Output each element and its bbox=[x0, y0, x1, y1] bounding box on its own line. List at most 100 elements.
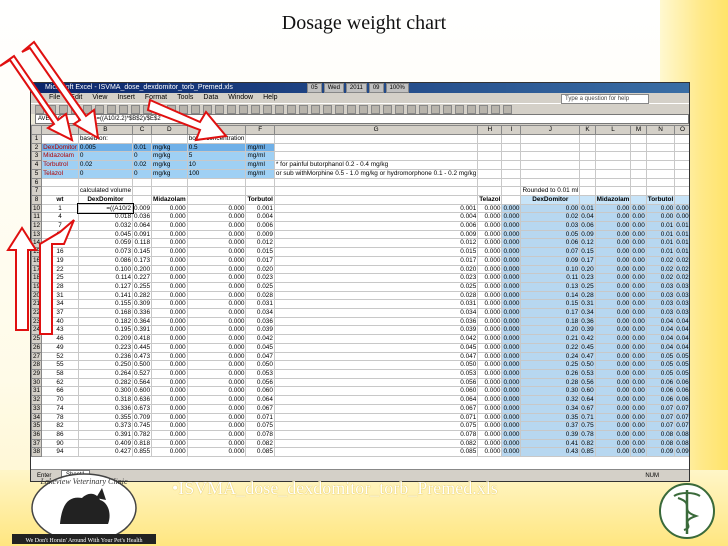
cell[interactable]: 0.000 bbox=[151, 334, 188, 344]
cell[interactable]: 0.000 bbox=[186, 238, 247, 249]
cell[interactable]: 0.818 bbox=[132, 438, 153, 449]
cell[interactable]: DexDomitor bbox=[77, 194, 134, 205]
cell[interactable]: Telazol bbox=[477, 194, 503, 205]
cell[interactable]: 0.000 bbox=[186, 342, 247, 353]
cell[interactable]: 0.000 bbox=[501, 429, 522, 440]
cell[interactable]: mg/ml bbox=[245, 142, 275, 153]
cell[interactable]: 0.03 bbox=[674, 308, 689, 318]
cell[interactable]: 0.118 bbox=[132, 238, 153, 249]
cell[interactable]: 0.473 bbox=[132, 351, 153, 362]
cell[interactable]: 0.000 bbox=[477, 299, 503, 310]
cell[interactable]: 0.00 bbox=[594, 316, 632, 327]
cell[interactable]: 28 bbox=[41, 281, 79, 292]
cell[interactable] bbox=[645, 177, 676, 188]
cell[interactable]: 0.07 bbox=[674, 421, 689, 431]
cell[interactable]: 0.182 bbox=[77, 316, 134, 327]
cell[interactable]: 0.06 bbox=[674, 386, 689, 397]
cell[interactable]: 0.00 bbox=[630, 229, 647, 240]
cell[interactable]: 0.78 bbox=[579, 429, 596, 440]
cell[interactable]: 0.00 bbox=[594, 360, 632, 370]
taskbar-item[interactable]: 2011 bbox=[345, 83, 367, 93]
row-header[interactable]: 36 bbox=[31, 429, 43, 440]
cell[interactable] bbox=[579, 186, 596, 196]
cell[interactable]: 0.073 bbox=[77, 247, 134, 257]
cell[interactable] bbox=[520, 168, 581, 179]
cell[interactable]: * for painful butorphanol 0.2 - 0.4 mg/k… bbox=[273, 160, 479, 170]
cell[interactable]: 0.168 bbox=[77, 308, 134, 318]
cell[interactable] bbox=[501, 194, 522, 205]
cell[interactable]: 0.00 bbox=[594, 334, 632, 344]
cell[interactable] bbox=[674, 134, 689, 144]
cell[interactable]: 0.00 bbox=[630, 386, 647, 397]
cell[interactable]: based on: bbox=[77, 134, 134, 144]
column-header[interactable]: C bbox=[132, 125, 153, 135]
cell[interactable]: 0.085 bbox=[273, 447, 479, 457]
cell[interactable]: 0.023 bbox=[273, 273, 479, 283]
toolbar-button-icon[interactable] bbox=[299, 104, 308, 114]
cell[interactable]: 0.034 bbox=[273, 308, 479, 318]
cell[interactable] bbox=[477, 168, 503, 179]
cell[interactable]: 0.00 bbox=[520, 203, 581, 214]
cell[interactable] bbox=[630, 177, 647, 188]
row-header[interactable]: 5 bbox=[31, 168, 43, 179]
cell[interactable]: 0.00 bbox=[594, 342, 632, 353]
cell[interactable]: 0.00 bbox=[630, 342, 647, 353]
cell[interactable]: 22 bbox=[41, 264, 79, 275]
cell[interactable]: 0.05 bbox=[645, 360, 676, 370]
cell[interactable]: 0.078 bbox=[273, 429, 479, 440]
toolbar-button-icon[interactable] bbox=[263, 104, 272, 114]
cell[interactable]: 62 bbox=[41, 377, 79, 388]
row-header[interactable]: 24 bbox=[31, 325, 43, 336]
cell[interactable]: 0.09 bbox=[579, 229, 596, 240]
cell[interactable] bbox=[645, 134, 676, 144]
cell[interactable] bbox=[579, 151, 596, 162]
cell[interactable]: 0.00 bbox=[630, 334, 647, 344]
cell[interactable]: mg/kg bbox=[151, 168, 188, 179]
cell[interactable]: 0.000 bbox=[501, 447, 522, 457]
cell[interactable]: 0.000 bbox=[151, 221, 188, 231]
menu-item-insert[interactable]: Insert bbox=[117, 94, 135, 101]
cell[interactable]: 0.000 bbox=[501, 421, 522, 431]
cell[interactable]: 0.000 bbox=[477, 395, 503, 405]
row-header[interactable]: 31 bbox=[31, 386, 43, 397]
column-header[interactable]: J bbox=[520, 125, 581, 135]
cell[interactable]: 0.020 bbox=[245, 264, 275, 275]
cell[interactable] bbox=[477, 142, 503, 153]
cell[interactable]: 0.000 bbox=[186, 421, 247, 431]
cell[interactable] bbox=[477, 186, 503, 196]
cell[interactable]: 0.41 bbox=[520, 438, 581, 449]
column-header[interactable]: O bbox=[674, 125, 689, 135]
cell[interactable]: 0.255 bbox=[132, 281, 153, 292]
cell[interactable]: 0.000 bbox=[477, 203, 503, 214]
cell[interactable]: 0.042 bbox=[273, 334, 479, 344]
cell[interactable]: 0.02 bbox=[645, 264, 676, 275]
cell[interactable]: 0.00 bbox=[594, 229, 632, 240]
cell[interactable] bbox=[674, 194, 689, 205]
cell[interactable]: 0.34 bbox=[520, 403, 581, 414]
cell[interactable]: 0.017 bbox=[245, 255, 275, 266]
cell[interactable]: 0.00 bbox=[594, 255, 632, 266]
cell[interactable]: Torbutol bbox=[245, 194, 275, 205]
menu-item-file[interactable]: File bbox=[49, 94, 61, 101]
cell[interactable]: 0.000 bbox=[151, 264, 188, 275]
cell[interactable] bbox=[674, 151, 689, 162]
row-header[interactable]: 14 bbox=[31, 238, 43, 249]
cell[interactable]: mg/ml bbox=[245, 168, 275, 179]
cell[interactable]: 0.06 bbox=[520, 238, 581, 249]
cell[interactable]: 0.20 bbox=[579, 264, 596, 275]
cell[interactable]: 5 bbox=[186, 151, 247, 162]
cell[interactable]: 0.01 bbox=[645, 247, 676, 257]
cell[interactable]: 0.000 bbox=[501, 342, 522, 353]
cell[interactable]: 0.000 bbox=[477, 369, 503, 379]
cell[interactable]: 0.064 bbox=[273, 395, 479, 405]
cell[interactable]: 0.00 bbox=[594, 212, 632, 223]
cell[interactable]: 0.02 bbox=[674, 273, 689, 283]
cell[interactable] bbox=[245, 134, 275, 144]
toolbar-button-icon[interactable] bbox=[83, 104, 92, 114]
cell[interactable]: 0.067 bbox=[245, 403, 275, 414]
cell[interactable]: 0.600 bbox=[132, 386, 153, 397]
cell[interactable]: Midazolam bbox=[151, 194, 188, 205]
cell[interactable] bbox=[520, 151, 581, 162]
cell[interactable]: 0.000 bbox=[151, 281, 188, 292]
cell[interactable]: 0.00 bbox=[594, 273, 632, 283]
